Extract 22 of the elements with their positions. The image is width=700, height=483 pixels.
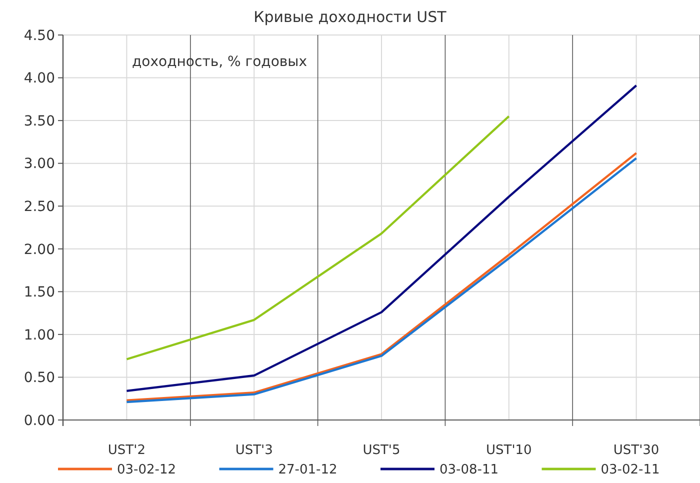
y-tick-label: 2.50 bbox=[24, 199, 55, 216]
legend-label: 27-01-12 bbox=[278, 462, 338, 478]
x-tick-label: UST'2 bbox=[108, 443, 146, 458]
x-tick-label: UST'3 bbox=[235, 443, 273, 458]
y-tick-label: 2.00 bbox=[24, 242, 55, 258]
y-tick-label: 0.00 bbox=[24, 412, 55, 429]
x-tick-label: UST'30 bbox=[613, 443, 660, 458]
y-tick-label: 1.00 bbox=[24, 327, 55, 344]
legend-label: 03-02-11 bbox=[600, 462, 660, 478]
y-tick-label: 3.00 bbox=[24, 156, 55, 172]
y-tick-label: 4.00 bbox=[24, 70, 55, 87]
line-series bbox=[126, 115, 510, 360]
y-tick-label: 3.50 bbox=[24, 113, 55, 130]
y-tick-label: 4.50 bbox=[24, 28, 55, 44]
chart-title: Кривые доходности UST bbox=[254, 8, 448, 26]
line-series bbox=[126, 84, 638, 392]
x-tick-label: UST'5 bbox=[362, 443, 400, 458]
y-tick-label: 0.50 bbox=[24, 370, 55, 386]
legend-label: 03-02-12 bbox=[117, 462, 176, 478]
legend-label: 03-08-11 bbox=[440, 462, 499, 478]
x-tick-label: UST'10 bbox=[486, 443, 532, 458]
y-tick-label: 1.50 bbox=[24, 284, 55, 301]
